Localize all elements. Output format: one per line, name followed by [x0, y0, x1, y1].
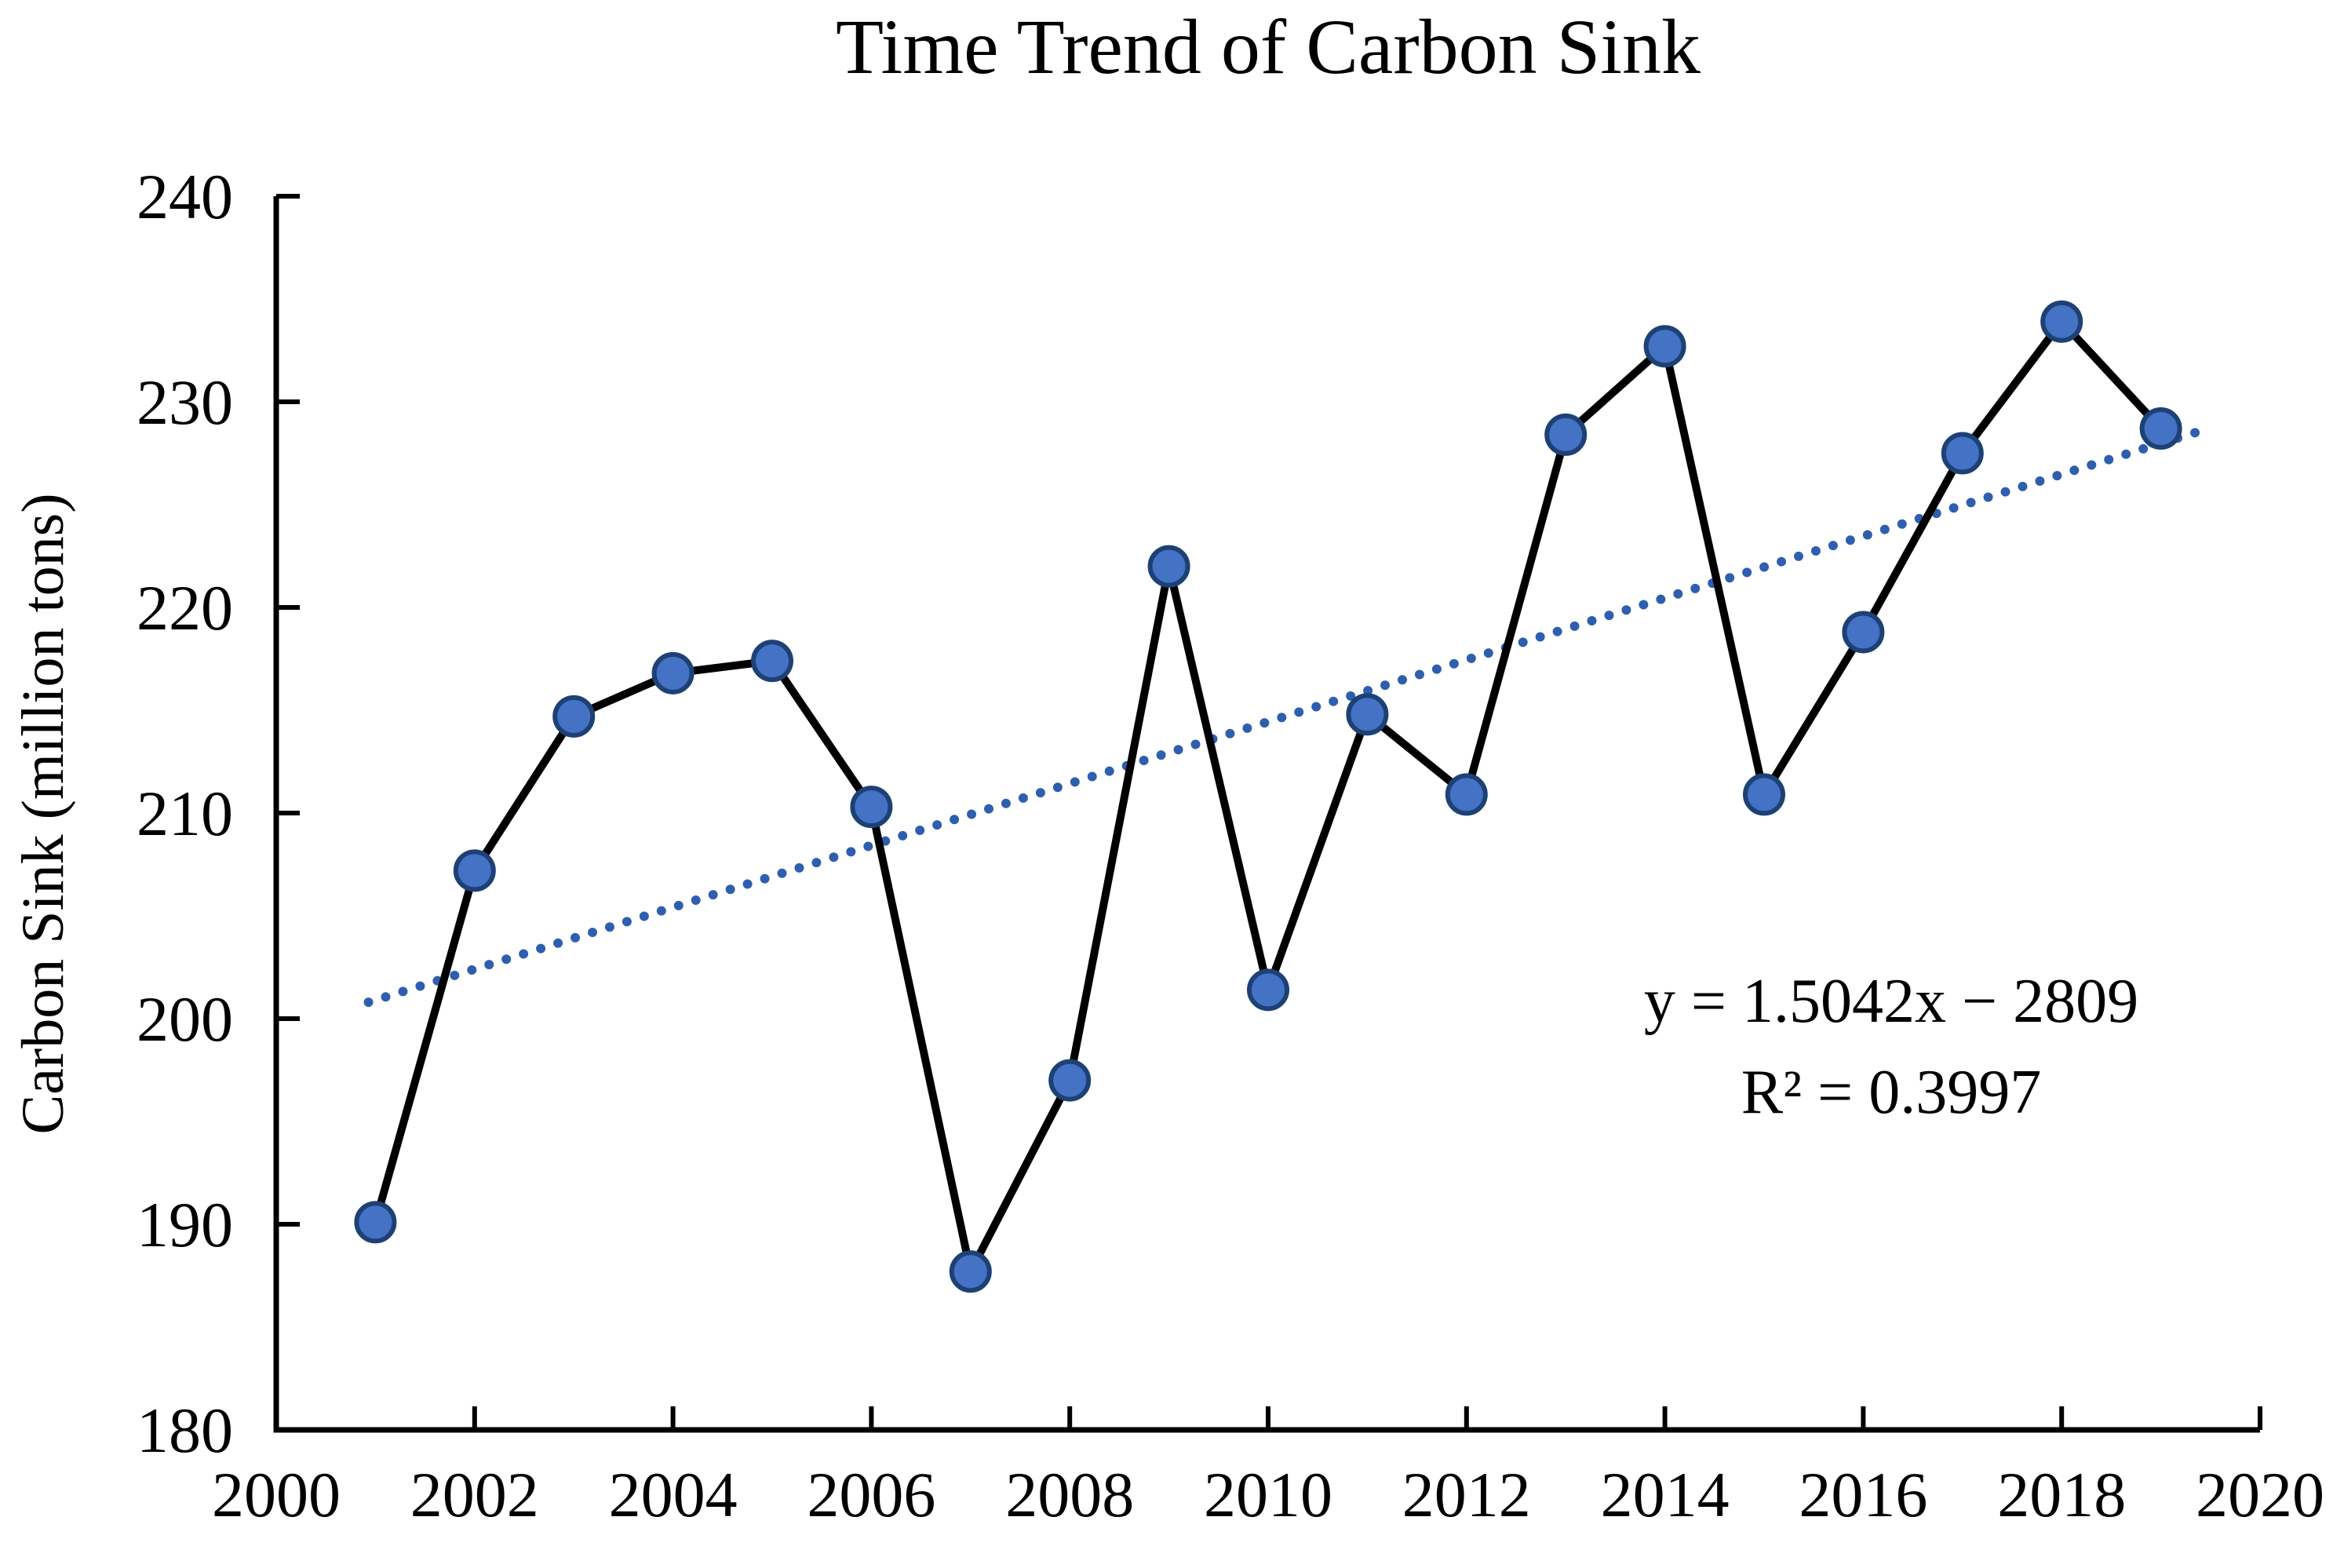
data-point-2012: [1445, 773, 1488, 816]
x-tick-label: 2018: [1997, 1459, 2126, 1530]
data-point-2004: [651, 651, 694, 695]
r-squared-label: R² = 0.3997: [1741, 1058, 2042, 1127]
y-tick-label: 190: [137, 1189, 233, 1260]
data-point-2019: [2139, 407, 2182, 450]
chart-title: Time Trend of Carbon Sink: [835, 3, 1701, 90]
data-point-2010: [1247, 968, 1289, 1012]
x-tick-label: 2000: [212, 1459, 341, 1530]
data-point-2003: [552, 695, 596, 738]
trendline-annotation: y = 1.5042x − 2809 R² = 0.3997: [1585, 956, 2197, 1138]
data-point-2006: [850, 786, 893, 829]
x-tick-label: 2002: [410, 1459, 539, 1530]
data-point-2015: [1743, 773, 1785, 816]
axis-lines: [273, 196, 2260, 1433]
x-tick-label: 2014: [1601, 1459, 1730, 1530]
x-tick-label: 2004: [609, 1459, 738, 1530]
data-point-2018: [2040, 300, 2083, 343]
data-point-2014: [1643, 325, 1686, 368]
x-tick-label: 2020: [2196, 1459, 2324, 1530]
data-point-2008: [1048, 1059, 1092, 1102]
x-tick-label: 2008: [1005, 1459, 1134, 1530]
y-tick-label: 210: [137, 778, 233, 849]
data-point-2013: [1544, 413, 1588, 456]
data-point-2007: [949, 1250, 992, 1293]
y-tick-label: 220: [137, 572, 233, 644]
y-tick-label: 230: [137, 366, 233, 438]
x-tick-label: 2010: [1204, 1459, 1332, 1530]
y-tick-label: 200: [137, 983, 233, 1055]
data-point-2017: [1941, 432, 1984, 475]
x-tick-label: 2012: [1402, 1459, 1531, 1530]
x-tick-label: 2006: [807, 1459, 935, 1530]
y-tick-label: 180: [137, 1395, 233, 1466]
data-point-2011: [1346, 693, 1389, 736]
x-tick-label: 2016: [1799, 1459, 1927, 1530]
data-point-2002: [453, 849, 496, 892]
data-point-2016: [1842, 611, 1885, 654]
data-point-2009: [1147, 545, 1190, 588]
trendline-equation: y = 1.5042x − 2809: [1643, 967, 2139, 1036]
y-tick-label: 240: [137, 161, 233, 232]
data-point-2001: [354, 1201, 397, 1244]
trendline: [363, 428, 2200, 1008]
data-point-2005: [751, 640, 793, 683]
